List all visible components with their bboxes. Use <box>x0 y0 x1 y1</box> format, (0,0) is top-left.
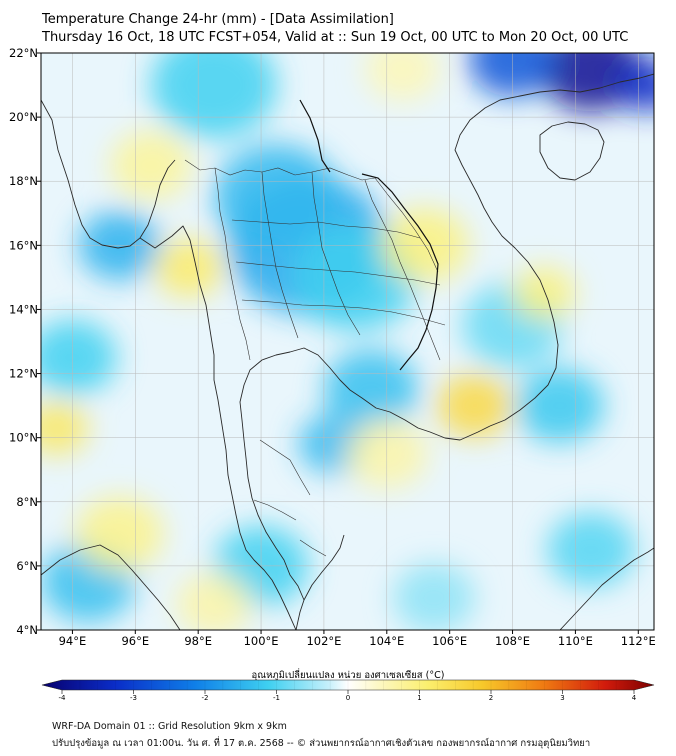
colorbar-tick-label: 2 <box>489 694 493 702</box>
field-anomaly-23 <box>512 266 576 321</box>
field-anomaly-18 <box>154 238 224 298</box>
lon-tick-label: 98°E <box>184 634 212 648</box>
colorbar-tick-label: 1 <box>417 694 421 702</box>
lat-tick-label: 22°N <box>9 46 38 60</box>
field-anomaly-4 <box>151 53 277 139</box>
lat-tick-label: 8°N <box>16 495 38 509</box>
lon-tick-label: 110°E <box>558 634 593 648</box>
footer-model-info: WRF-DA Domain 01 :: Grid Resolution 9km … <box>52 721 287 732</box>
field-anomaly-7 <box>616 58 654 112</box>
colorbar-tick-label: 4 <box>632 694 637 702</box>
map-plot-area <box>41 53 654 630</box>
province-borders <box>184 159 446 557</box>
colorbar-tick-label: 3 <box>560 694 564 702</box>
lat-tick-label: 6°N <box>16 559 38 573</box>
field-anomaly-25 <box>176 572 252 630</box>
field-anomaly-26 <box>364 53 441 102</box>
temperature-change-map: 94°E 96°E 98°E 100°E 102°E 104°E 106°E 108°E 110… <box>9 46 656 702</box>
lon-tick-label: 108°E <box>495 634 530 648</box>
map-frame <box>40 52 655 631</box>
field-anomaly-15 <box>547 512 636 588</box>
lat-tick-label: 14°N <box>9 302 38 316</box>
lat-tick-label: 20°N <box>9 110 38 124</box>
field-anomaly-17 <box>437 373 513 438</box>
field-anomaly-5 <box>540 53 642 112</box>
lon-tick-label: 100°E <box>244 634 279 648</box>
colorbar-tick-label: -2 <box>202 694 209 702</box>
coastlines <box>41 73 654 630</box>
colorbar-tick-label: 0 <box>346 694 350 702</box>
country-borders <box>299 99 439 371</box>
lon-tick-label: 94°E <box>59 634 87 648</box>
colorbar-title: อุณหภูมิเปลี่ยนแปลง หน่วย องศาเซลเซียส (… <box>252 668 445 681</box>
field-anomaly-11 <box>515 368 604 444</box>
field-anomaly-21 <box>75 496 164 572</box>
map-axis-ticks: 94°E 96°E 98°E 100°E 102°E 104°E 106°E 108°E 110… <box>9 46 656 648</box>
colorbar-tick-label: -4 <box>59 694 67 702</box>
lat-tick-label: 18°N <box>9 174 38 188</box>
lon-tick-label: 112°E <box>621 634 656 648</box>
field-anomaly-16 <box>393 563 475 630</box>
lon-tick-label: 104°E <box>369 634 404 648</box>
map-subtitle: Thursday 16 Oct, 18 UTC FCST+054, Valid … <box>42 30 629 45</box>
lon-tick-label: 106°E <box>432 634 467 648</box>
lon-tick-label: 96°E <box>121 634 149 648</box>
lat-tick-label: 16°N <box>9 238 38 252</box>
field-anomaly-19 <box>41 401 89 455</box>
lon-tick-label: 102°E <box>306 634 341 648</box>
field-anomaly-20 <box>110 130 192 200</box>
colorbar-tick-label: -1 <box>273 694 280 702</box>
footer-update-info: ปรับปรุงข้อมูล ณ เวลา 01:00น. วัน ศ. ที่… <box>52 738 591 749</box>
lat-tick-label: 12°N <box>9 367 38 381</box>
lat-tick-label: 4°N <box>16 623 38 637</box>
field-anomaly-8 <box>323 349 419 430</box>
colorbar-ticks: -4 -3 -2 -1 0 1 2 3 4 <box>59 680 637 702</box>
lat-tick-label: 10°N <box>9 431 38 445</box>
map-title: Temperature Change 24-hr (mm) - [Data As… <box>42 12 394 27</box>
map-gridlines <box>41 53 654 630</box>
colorbar-tick-label: -3 <box>130 694 137 702</box>
field-anomaly-12 <box>41 320 117 395</box>
field-anomaly-1 <box>213 143 340 251</box>
